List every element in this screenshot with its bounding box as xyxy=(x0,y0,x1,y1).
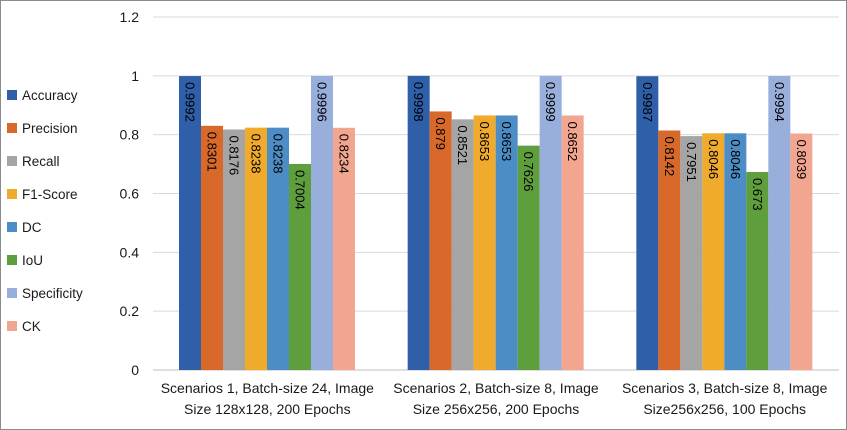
legend-label: CK xyxy=(22,318,41,334)
y-tick-label: 0.6 xyxy=(120,186,140,202)
data-label: 0.879 xyxy=(433,117,448,150)
bar-specificity xyxy=(311,75,333,371)
legend-swatch xyxy=(7,123,17,133)
data-label: 0.7626 xyxy=(521,152,536,192)
data-label: 0.8142 xyxy=(662,136,677,176)
data-label: 0.7004 xyxy=(293,170,308,210)
data-label: 0.8238 xyxy=(271,134,286,174)
legend-label: Precision xyxy=(22,120,78,136)
bar-f1-score xyxy=(702,133,725,370)
bar-recall xyxy=(223,129,245,370)
bar-f1-score xyxy=(245,127,267,370)
legend-label: F1-Score xyxy=(22,186,78,202)
bar-specificity xyxy=(539,75,562,371)
bar-precision xyxy=(429,111,452,371)
x-category-label: Scenarios 2, Batch-size 8, Image xyxy=(393,380,599,396)
bar-precision xyxy=(201,125,223,370)
bar-accuracy xyxy=(636,76,659,370)
bar-ck xyxy=(561,115,584,370)
x-category-label: Size256x256, 100 Epochs xyxy=(643,401,806,417)
data-label: 0.9999 xyxy=(543,82,558,122)
bar-accuracy xyxy=(179,76,201,370)
legend-label: Specificity xyxy=(22,285,83,301)
data-label: 0.8301 xyxy=(205,132,220,172)
legend-swatch xyxy=(7,222,17,232)
legend-label: Accuracy xyxy=(22,87,78,103)
bar-dc xyxy=(495,115,518,370)
data-label: 0.8653 xyxy=(499,121,514,161)
bar-ck xyxy=(333,127,355,370)
data-label: 0.8521 xyxy=(455,125,470,165)
legend-item-iou: IoU xyxy=(7,252,43,268)
x-category-label: Scenarios 3, Batch-size 8, Image xyxy=(622,380,828,396)
legend-swatch xyxy=(7,288,17,298)
legend-swatch xyxy=(7,189,17,199)
legend-item-dc: DC xyxy=(7,219,42,235)
legend-label: Recall xyxy=(22,153,60,169)
bar-specificity xyxy=(768,76,791,371)
data-label: 0.9994 xyxy=(772,82,787,122)
legend-item-specificity: Specificity xyxy=(7,285,83,301)
legend-swatch xyxy=(7,255,17,265)
data-label: 0.9996 xyxy=(315,82,330,122)
x-category-label: Size 128x128, 200 Epochs xyxy=(184,401,351,417)
bar-iou xyxy=(517,145,540,370)
data-label: 0.673 xyxy=(750,178,765,211)
data-label: 0.7951 xyxy=(684,142,699,182)
bar-recall xyxy=(680,136,703,370)
data-label: 0.8234 xyxy=(337,134,352,174)
bar-iou xyxy=(746,172,769,370)
bar-accuracy xyxy=(407,75,430,371)
data-label: 0.8176 xyxy=(227,135,242,175)
data-label: 0.8046 xyxy=(706,139,721,179)
bar-iou xyxy=(289,163,311,370)
legend-item-recall: Recall xyxy=(7,153,60,169)
data-label: 0.8653 xyxy=(477,121,492,161)
bar-precision xyxy=(658,130,681,370)
data-label: 0.8046 xyxy=(728,139,743,179)
bar-recall xyxy=(451,119,474,371)
data-label: 0.8238 xyxy=(249,134,264,174)
y-tick-label: 0.2 xyxy=(120,303,140,319)
bar-ck xyxy=(790,133,813,370)
y-tick-label: 0.8 xyxy=(120,127,140,143)
bar-f1-score xyxy=(473,115,496,370)
legend-swatch xyxy=(7,156,17,166)
legend-swatch xyxy=(7,90,17,100)
data-label: 0.9992 xyxy=(183,82,198,122)
bar-dc xyxy=(267,127,289,370)
x-category-label: Scenarios 1, Batch-size 24, Image xyxy=(161,380,374,396)
legend-item-precision: Precision xyxy=(7,120,78,136)
y-tick-label: 0.4 xyxy=(120,244,140,260)
legend-label: IoU xyxy=(22,252,44,268)
data-label: 0.8652 xyxy=(565,121,580,161)
data-label: 0.9998 xyxy=(411,82,426,122)
y-tick-label: 0 xyxy=(131,362,139,378)
bar-dc xyxy=(724,133,747,370)
legend-label: DC xyxy=(22,219,42,235)
y-tick-label: 1.2 xyxy=(120,9,140,25)
legend-item-ck: CK xyxy=(7,318,41,334)
data-label: 0.8039 xyxy=(794,140,809,180)
legend-item-accuracy: Accuracy xyxy=(7,87,78,103)
legend-swatch xyxy=(7,321,17,331)
y-tick-label: 1 xyxy=(131,68,139,84)
data-label: 0.9987 xyxy=(640,82,655,122)
x-category-label: Size 256x256, 200 Epochs xyxy=(413,401,580,417)
legend-item-f1-score: F1-Score xyxy=(7,186,78,202)
